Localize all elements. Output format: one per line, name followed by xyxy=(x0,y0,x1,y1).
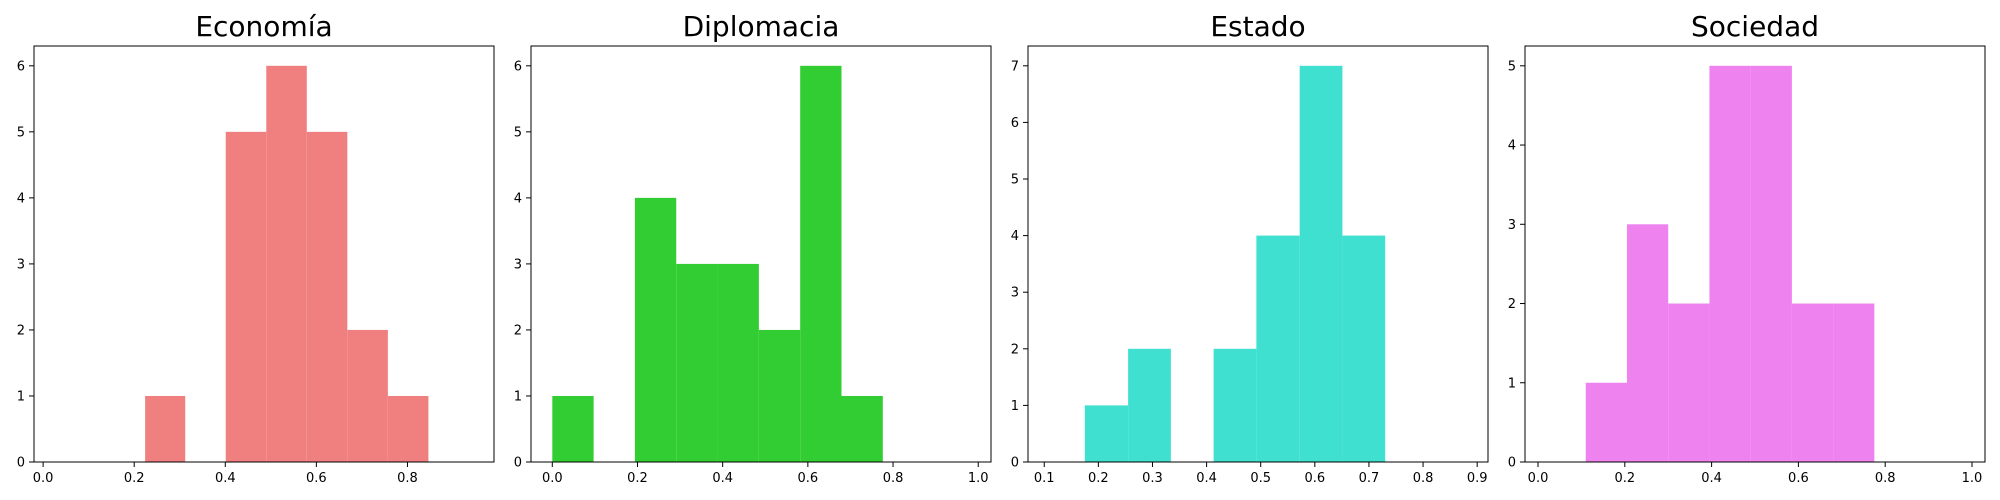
histogram-bar xyxy=(800,65,842,463)
y-tick-label: 5 xyxy=(514,125,522,140)
chart-title: Diplomacia xyxy=(683,10,840,43)
y-tick-label: 4 xyxy=(1011,229,1019,244)
y-tick-label: 5 xyxy=(1011,173,1019,188)
histogram-bar xyxy=(1626,224,1669,462)
y-tick-label: 6 xyxy=(1011,116,1019,131)
x-tick-label: 0.7 xyxy=(1359,471,1380,486)
histogram-bar xyxy=(552,395,594,462)
x-tick-label: 0.9 xyxy=(1467,471,1488,486)
y-tick-label: 0 xyxy=(514,456,522,471)
histogram-bar xyxy=(676,263,718,462)
y-tick-label: 4 xyxy=(514,191,522,206)
histogram-bar xyxy=(1256,235,1300,462)
axes-frame xyxy=(530,45,992,463)
y-tick-label: 6 xyxy=(17,59,25,74)
y-tick-label: 3 xyxy=(1508,218,1516,233)
x-tick-label: 1.0 xyxy=(968,471,989,486)
x-tick-label: 0.0 xyxy=(542,471,563,486)
x-tick-label: 0.4 xyxy=(1196,471,1217,486)
y-tick-label: 7 xyxy=(1011,59,1019,74)
histogram-bar xyxy=(306,131,348,463)
y-tick-label: 5 xyxy=(17,125,25,140)
histogram-bar xyxy=(634,197,677,462)
y-tick-label: 2 xyxy=(1508,297,1516,312)
chart-panel-4: 0.0 0.2 0.4 0.6 0.8 1.0 0 1 2 3 4 5 Sociedad xyxy=(1508,10,1986,486)
x-tick-label: 0.4 xyxy=(215,471,236,486)
histogram-bar xyxy=(387,395,429,462)
x-tick-label: 0.2 xyxy=(124,471,145,486)
y-tick-label: 1 xyxy=(17,389,25,404)
histogram-bar xyxy=(266,65,307,463)
x-tick-label: 0.2 xyxy=(1088,471,1109,486)
histogram-bar xyxy=(1709,65,1751,463)
y-tick-label: 0 xyxy=(1011,456,1019,471)
x-tick-label: 0.6 xyxy=(1788,471,1809,486)
y-tick-label: 1 xyxy=(1011,399,1019,414)
axes-frame xyxy=(33,45,495,463)
x-tick-label: 0.4 xyxy=(1701,471,1722,486)
histogram-bar xyxy=(145,395,186,462)
histogram-bar xyxy=(1750,65,1792,463)
chart-panel-2: 0.0 0.2 0.4 0.6 0.8 1.0 0 1 2 3 4 5 6 Diplomacia xyxy=(514,10,992,486)
y-tick-label: 0 xyxy=(1508,456,1516,471)
x-tick-label: 0.3 xyxy=(1142,471,1163,486)
y-tick-label: 6 xyxy=(514,59,522,74)
axes-frame xyxy=(1524,45,1986,463)
y-tick-label: 2 xyxy=(17,323,25,338)
chart-title: Sociedad xyxy=(1691,10,1819,43)
chart-title: Economía xyxy=(195,10,332,43)
y-tick-label: 2 xyxy=(514,323,522,338)
histogram-bar xyxy=(347,329,388,462)
histogram-bar xyxy=(1791,303,1834,462)
x-tick-label: 0.1 xyxy=(1034,471,1055,486)
x-tick-label: 0.5 xyxy=(1250,471,1271,486)
x-tick-label: 0.0 xyxy=(33,471,54,486)
x-tick-label: 0.6 xyxy=(798,471,819,486)
histogram-bar xyxy=(1213,348,1257,462)
y-tick-label: 3 xyxy=(514,257,522,272)
y-tick-label: 5 xyxy=(1508,59,1516,74)
histogram-bar xyxy=(1833,303,1875,462)
y-tick-label: 3 xyxy=(1011,286,1019,301)
y-tick-label: 4 xyxy=(17,191,25,206)
x-tick-label: 0.8 xyxy=(1875,471,1896,486)
histogram-bar xyxy=(1084,405,1129,462)
y-tick-label: 3 xyxy=(17,257,25,272)
x-tick-label: 1.0 xyxy=(1962,471,1983,486)
y-tick-label: 1 xyxy=(514,389,522,404)
x-tick-label: 0.0 xyxy=(1528,471,1549,486)
chart-title: Estado xyxy=(1210,10,1305,43)
histogram-bar xyxy=(225,131,267,463)
histogram-bar xyxy=(1585,382,1627,462)
x-tick-label: 0.8 xyxy=(397,471,418,486)
histogram-bar xyxy=(717,263,759,462)
x-tick-label: 0.8 xyxy=(1413,471,1434,486)
x-tick-label: 0.4 xyxy=(712,471,733,486)
histogram-bar xyxy=(1342,235,1386,462)
histogram-bar xyxy=(841,395,883,462)
y-tick-label: 0 xyxy=(17,456,25,471)
chart-panel-1: 0.0 0.2 0.4 0.6 0.8 0 1 2 3 4 5 6 Economía xyxy=(17,10,495,486)
y-tick-label: 1 xyxy=(1508,376,1516,391)
x-tick-label: 0.8 xyxy=(883,471,904,486)
histogram-bar xyxy=(1128,348,1171,462)
axes-frame xyxy=(1027,45,1489,463)
y-tick-label: 4 xyxy=(1508,139,1516,154)
x-tick-label: 0.2 xyxy=(627,471,648,486)
y-tick-label: 2 xyxy=(1011,342,1019,357)
histogram-bar xyxy=(1668,303,1710,462)
x-tick-label: 0.2 xyxy=(1614,471,1635,486)
x-tick-label: 0.6 xyxy=(306,471,327,486)
histogram-bar xyxy=(758,329,801,462)
x-tick-label: 0.6 xyxy=(1304,471,1325,486)
chart-panel-3: 0.1 0.2 0.3 0.4 0.5 0.6 0.7 0.8 0.9 0 1 2 3 4 5 6 7 Estad… xyxy=(1011,10,1489,486)
histogram-bar xyxy=(1299,65,1343,463)
